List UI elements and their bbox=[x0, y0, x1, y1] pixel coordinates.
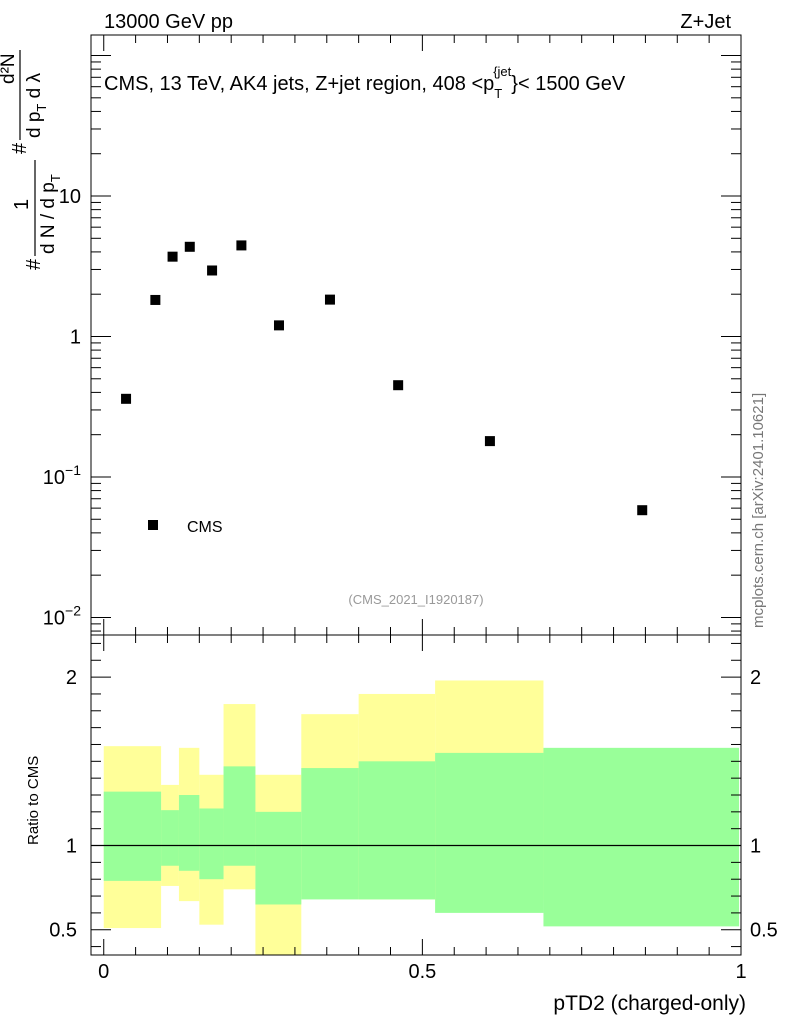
ratio-ytick-label-left: 1 bbox=[66, 836, 77, 858]
ratio-tick-labels: 0.5 0.51 12 20 0.5 1 bbox=[49, 667, 778, 983]
ylabel-num: d²N bbox=[0, 53, 19, 84]
legend-marker bbox=[148, 520, 158, 530]
header-energy-label: 13000 GeV pp bbox=[104, 11, 233, 33]
top-axis-ticks bbox=[91, 35, 742, 635]
inner-band-segment bbox=[161, 810, 179, 866]
ratio-ytick-label-right: 0.5 bbox=[750, 920, 778, 942]
data-point bbox=[207, 265, 218, 276]
ylabel-hash-2: # bbox=[9, 142, 31, 154]
inner-band-segment bbox=[301, 768, 359, 900]
ratio-xtick-label: 0 bbox=[98, 961, 109, 983]
data-point bbox=[324, 294, 335, 305]
inner-band-segment bbox=[103, 791, 162, 881]
inner-band-segment bbox=[199, 808, 224, 880]
inner-band-segment bbox=[543, 747, 740, 927]
data-point bbox=[236, 240, 247, 251]
data-point bbox=[484, 436, 495, 447]
y-tick-label: 10−2 bbox=[43, 602, 81, 629]
ratio-ylabel: Ratio to CMS bbox=[25, 756, 42, 845]
ylabel-den: d N / d pT bbox=[38, 174, 63, 254]
y-tick-label: 1 bbox=[70, 326, 81, 348]
header-process-label: Z+Jet bbox=[680, 11, 731, 33]
ratio-ytick-label-left: 0.5 bbox=[49, 920, 77, 942]
top-panel-frame bbox=[90, 34, 742, 636]
data-point bbox=[167, 251, 178, 262]
ratio-ytick-label-right: 2 bbox=[750, 667, 761, 689]
ratio-ytick-label-right: 1 bbox=[750, 836, 761, 858]
data-point bbox=[637, 505, 648, 516]
ratio-xlabel: pTD2 (charged-only) bbox=[553, 992, 746, 1015]
data-point bbox=[150, 294, 161, 305]
y-tick-label: 10−1 bbox=[43, 462, 81, 489]
analysis-id: (CMS_2021_I1920187) bbox=[348, 592, 483, 607]
top-ytick-labels: 10 1 10−1 10−2 bbox=[43, 186, 81, 629]
ratio-ytick-label-left: 2 bbox=[66, 667, 77, 689]
y-tick-label: 10 bbox=[59, 186, 81, 208]
ratio-bands bbox=[103, 680, 740, 955]
ratio-xtick-label: 1 bbox=[735, 961, 746, 983]
ylabel-hash: # bbox=[23, 258, 45, 270]
inner-band-segment bbox=[435, 752, 544, 913]
data-point bbox=[121, 393, 132, 404]
inner-band-segment bbox=[178, 795, 200, 871]
cms-data-markers bbox=[121, 240, 648, 516]
inner-band-segment bbox=[358, 761, 436, 900]
top-ylabel: # 1 d N / d pT # d²N d pT d λ bbox=[0, 50, 63, 270]
data-point bbox=[184, 241, 195, 252]
legend-label-cms: CMS bbox=[187, 519, 223, 536]
ylabel-one: 1 bbox=[11, 199, 33, 210]
ratio-axis-ticks bbox=[91, 635, 742, 955]
ratio-xtick-label: 0.5 bbox=[408, 961, 436, 983]
data-point bbox=[393, 380, 404, 391]
watermark: mcplots.cern.ch [arXiv:2401.10621] bbox=[750, 393, 767, 628]
inner-band-segment bbox=[223, 766, 256, 866]
inner-band-segment bbox=[255, 811, 302, 905]
data-point bbox=[273, 320, 284, 331]
ylabel-num-den: d pT d λ bbox=[24, 73, 49, 138]
plot-title: CMS, 13 TeV, AK4 jets, Z+jet region, 408… bbox=[104, 64, 626, 101]
